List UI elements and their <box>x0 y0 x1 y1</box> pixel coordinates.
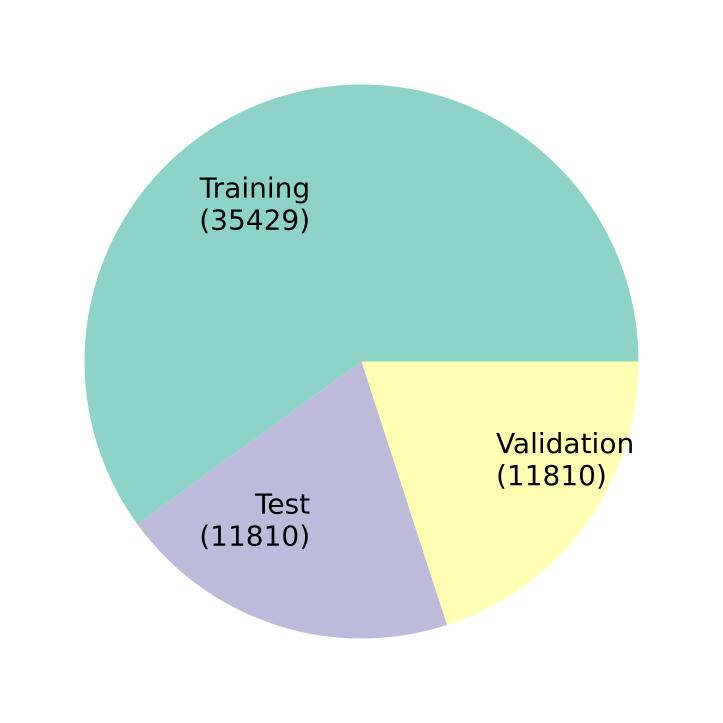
pie-slices <box>84 84 639 639</box>
pie-slice-validation <box>361 361 639 625</box>
pie-slice-training <box>84 84 639 525</box>
slice-label-count: (11810) <box>496 459 607 492</box>
slice-label-count: (35429) <box>199 203 310 236</box>
slice-label-name: Test <box>254 488 310 521</box>
slice-label-validation: Validation (11810) <box>496 427 634 492</box>
slice-label-test: Test (11810) <box>199 488 310 553</box>
slice-label-name: Training <box>199 171 310 204</box>
slice-label-name: Validation <box>496 427 634 460</box>
slice-label-count: (11810) <box>199 520 310 553</box>
pie-slice-test <box>137 361 448 639</box>
pie-labels: Training (35429)Test (11810)Validation (118… <box>199 171 635 552</box>
slice-label-training: Training (35429) <box>199 171 310 236</box>
